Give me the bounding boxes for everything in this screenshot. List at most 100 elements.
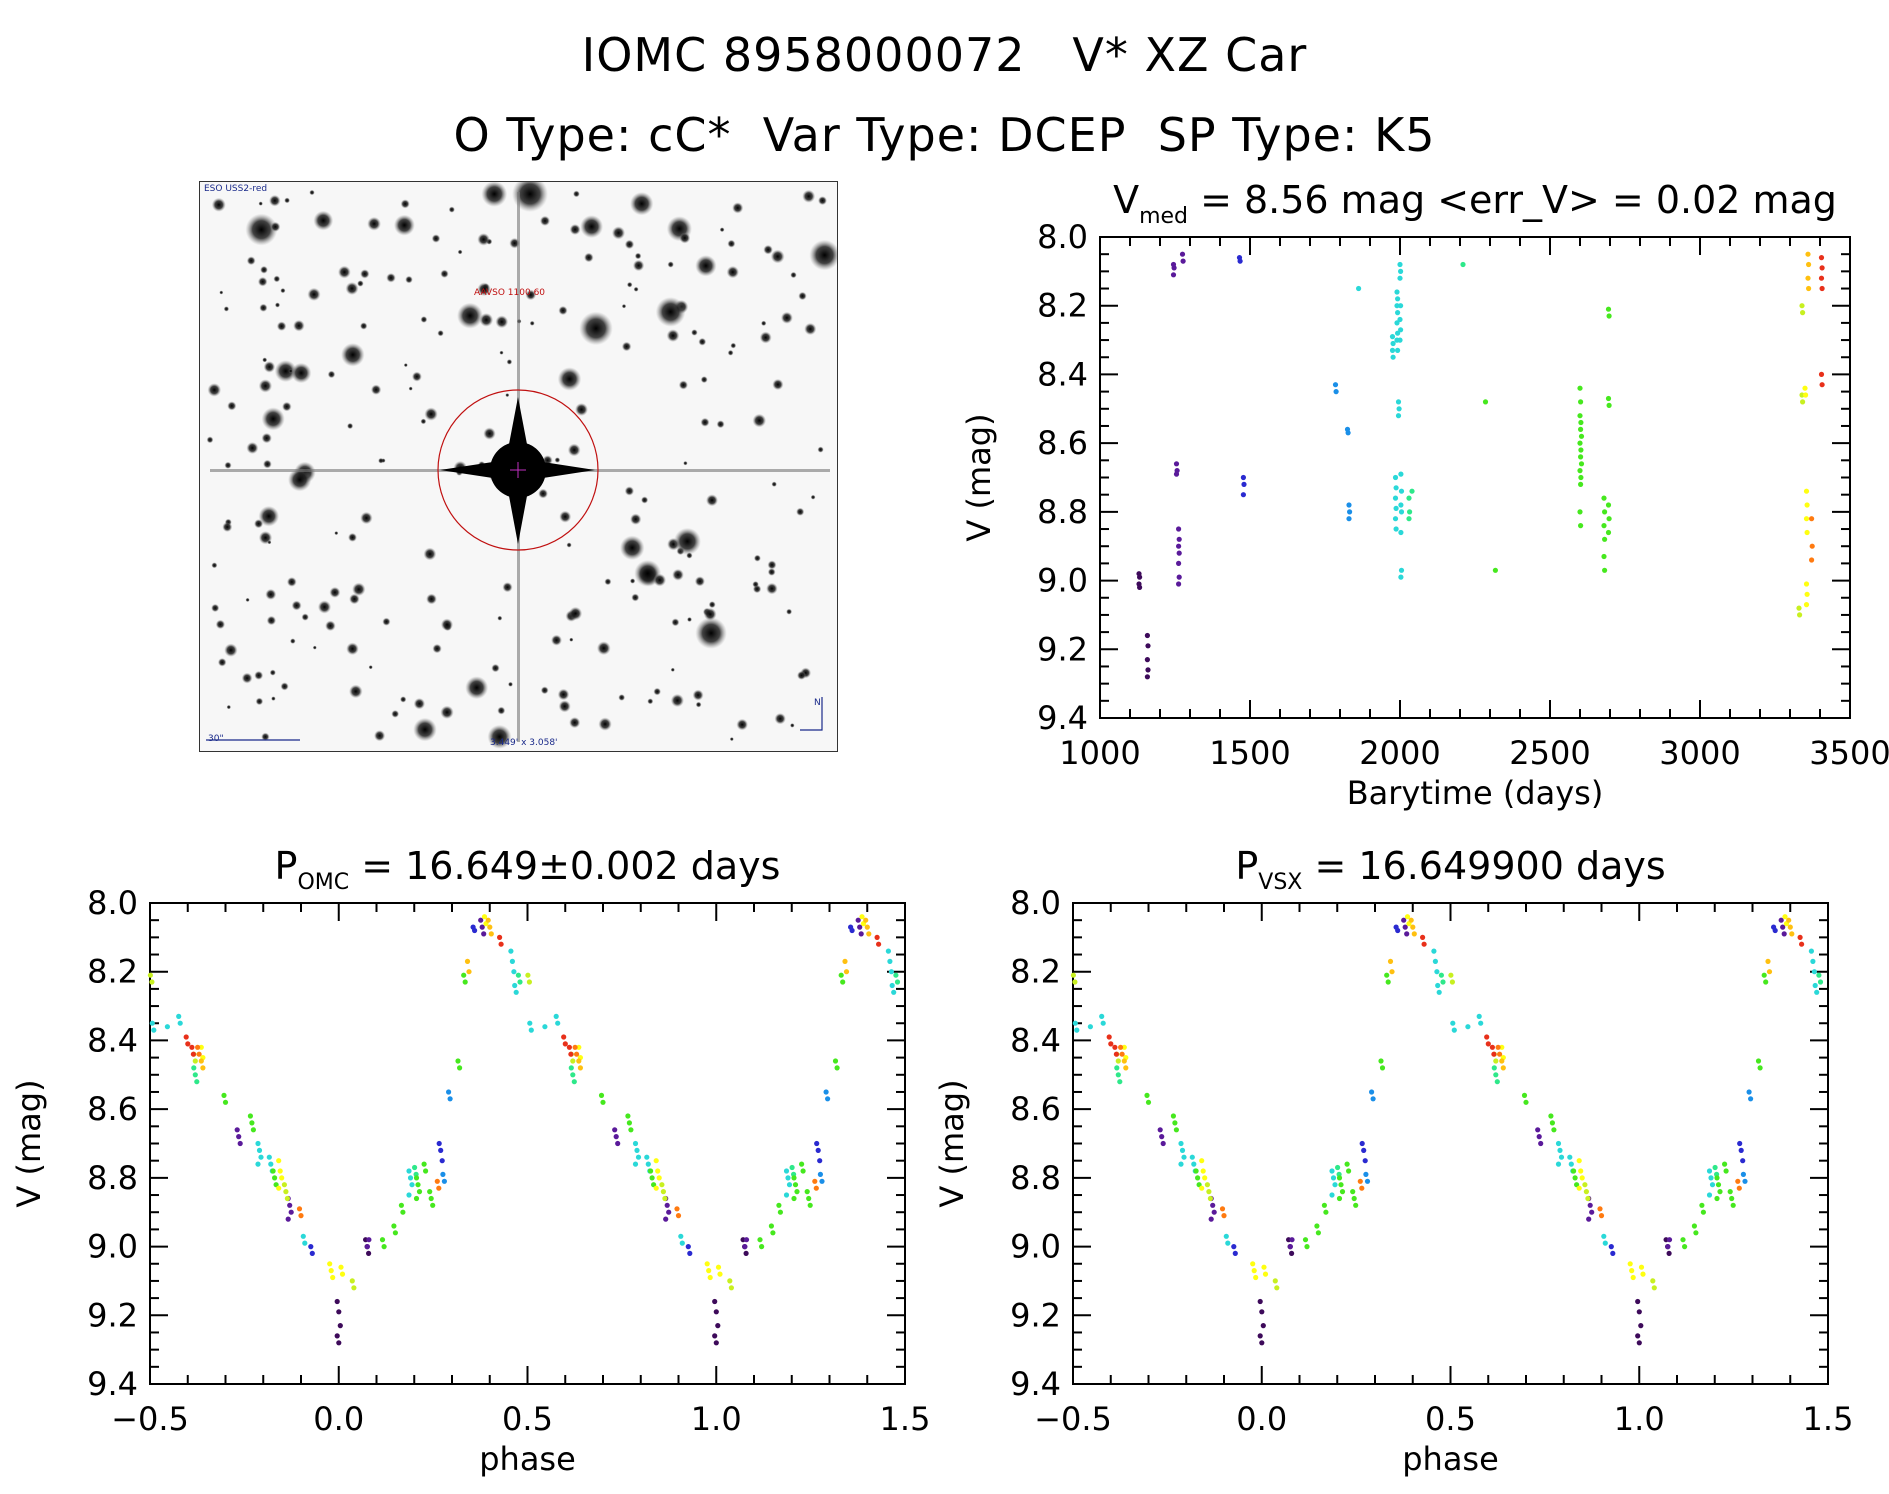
data-point — [1558, 1154, 1565, 1160]
data-point — [517, 979, 523, 985]
sky-star — [619, 535, 645, 561]
sky-star — [258, 379, 273, 393]
sky-star — [698, 337, 707, 346]
data-point — [234, 1127, 240, 1133]
sky-star — [752, 581, 759, 588]
data-point — [192, 1072, 198, 1078]
data-point — [628, 1127, 634, 1133]
sky-star — [207, 383, 222, 397]
data-point — [866, 931, 872, 937]
data-point — [574, 1051, 580, 1057]
data-point — [632, 1161, 639, 1167]
sky-star — [752, 413, 767, 428]
data-point — [576, 1058, 582, 1064]
data-point — [656, 1175, 662, 1181]
sky-star — [727, 349, 734, 356]
sky-star — [569, 717, 581, 729]
sky-star — [695, 701, 702, 708]
sky-star — [679, 232, 691, 244]
sky-image: ESO USS2-red AAVSO 1100 60 30" 3.449' x … — [199, 181, 838, 752]
data-point — [859, 914, 865, 920]
data-point — [625, 1113, 631, 1119]
sky-star — [774, 713, 786, 725]
sky-star — [700, 376, 708, 384]
data-point — [1261, 1264, 1267, 1270]
sky-star — [673, 527, 701, 555]
data-point — [1737, 1140, 1743, 1147]
data-point — [485, 917, 491, 923]
data-point — [1176, 543, 1182, 549]
sky-star — [631, 593, 640, 602]
data-point — [1797, 934, 1803, 941]
data-point — [1635, 1333, 1641, 1339]
data-point — [1395, 347, 1401, 353]
data-point — [1803, 488, 1810, 494]
data-point — [1074, 1027, 1080, 1033]
data-point — [1210, 1202, 1216, 1208]
data-point — [185, 1041, 191, 1047]
sky-star — [736, 718, 748, 731]
data-point — [1262, 1271, 1269, 1277]
sky-star — [269, 194, 281, 207]
data-point — [1555, 1140, 1562, 1147]
data-point — [1666, 1237, 1673, 1243]
data-point — [434, 1178, 440, 1184]
sky-star — [692, 689, 704, 701]
sky-star — [598, 717, 612, 731]
data-point — [1357, 1178, 1363, 1184]
data-point — [1181, 1154, 1187, 1160]
data-point — [712, 1333, 718, 1339]
data-point — [1384, 972, 1390, 978]
data-point — [1819, 265, 1825, 271]
sky-star — [632, 259, 645, 272]
sky-star — [457, 302, 483, 329]
data-point — [1601, 495, 1607, 501]
x-tick-label: 3000 — [1659, 734, 1740, 772]
data-point — [825, 1096, 831, 1102]
sky-star — [695, 255, 717, 277]
y-tick-label: 8.2 — [87, 953, 138, 991]
y-axis-label: V (mag) — [10, 1079, 48, 1207]
data-point — [236, 1134, 242, 1140]
data-point — [666, 1209, 672, 1215]
x-tick-label: −0.5 — [111, 1400, 189, 1438]
data-point — [1803, 581, 1810, 587]
sky-star — [226, 704, 231, 710]
data-point — [1332, 382, 1339, 388]
data-point — [1638, 1264, 1645, 1270]
data-point — [1398, 567, 1405, 573]
data-point — [488, 931, 494, 937]
data-point — [1476, 1013, 1482, 1020]
data-point — [1137, 574, 1143, 580]
data-point — [1398, 509, 1405, 515]
data-point — [1651, 1285, 1657, 1291]
data-point — [1225, 1240, 1231, 1246]
data-point — [1804, 502, 1810, 508]
data-point — [1359, 1185, 1365, 1191]
data-point — [511, 969, 517, 975]
data-point — [1601, 553, 1607, 560]
data-point — [1191, 1161, 1197, 1167]
sky-star — [293, 319, 305, 332]
data-point — [1551, 1127, 1557, 1133]
sky-star — [559, 510, 572, 523]
data-point — [1345, 430, 1351, 436]
data-point — [1157, 1127, 1163, 1133]
data-point — [1523, 1099, 1529, 1105]
data-point — [1362, 1158, 1368, 1164]
sky-star — [403, 363, 408, 368]
data-point — [1803, 392, 1809, 398]
data-point — [1396, 406, 1402, 412]
data-point — [815, 1147, 821, 1153]
data-point — [1602, 536, 1608, 542]
sky-star — [810, 494, 816, 500]
data-point — [287, 1202, 293, 1208]
sky-star — [604, 578, 612, 586]
data-point — [1493, 1058, 1499, 1064]
data-point — [277, 1168, 283, 1174]
sky-star — [671, 618, 680, 627]
data-point — [1583, 1189, 1589, 1195]
data-point — [727, 1278, 733, 1284]
data-point — [1387, 958, 1394, 965]
